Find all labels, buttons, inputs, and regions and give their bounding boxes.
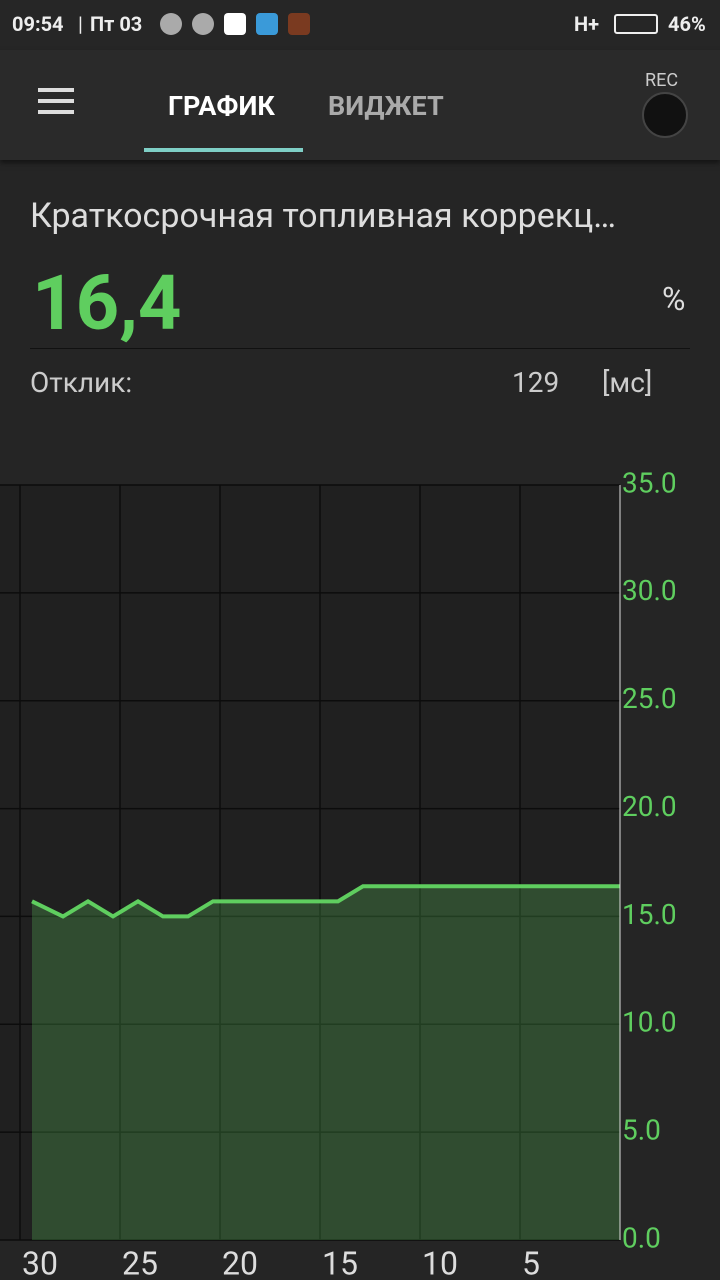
rec-button[interactable] — [642, 92, 688, 138]
y-tick-label: 20.0 — [622, 790, 677, 823]
sensor-unit: % — [662, 280, 686, 318]
y-tick-label: 15.0 — [622, 898, 677, 931]
x-tick-label: 10 — [422, 1244, 458, 1280]
y-tick-label: 25.0 — [622, 682, 677, 715]
response-unit: [мс] — [602, 366, 653, 399]
notif-icon — [288, 13, 310, 35]
network: H+ — [574, 12, 600, 36]
response-value: 129 — [512, 366, 560, 399]
y-tick-label: 30.0 — [622, 574, 677, 607]
y-tick-label: 35.0 — [622, 466, 677, 499]
notif-icon — [160, 13, 182, 35]
battery-icon — [614, 14, 658, 34]
notif-icon — [256, 13, 278, 35]
divider — [30, 348, 690, 349]
plot-background — [0, 485, 620, 1240]
notif-icon — [192, 13, 214, 35]
menu-button[interactable] — [38, 88, 74, 92]
x-tick-label: 15 — [322, 1244, 358, 1280]
x-tick-label: 5 — [522, 1244, 540, 1280]
x-tick-label: 30 — [22, 1244, 58, 1280]
response-label: Отклик: — [30, 366, 133, 399]
tab[interactable]: ГРАФИК — [168, 90, 275, 122]
y-tick-label: 5.0 — [622, 1114, 661, 1147]
sensor-value: 16,4 — [32, 258, 182, 348]
notif-icon — [224, 13, 246, 35]
data-line — [31, 884, 620, 919]
area-fill — [32, 886, 620, 1240]
date: Пт 03 — [90, 12, 143, 36]
x-tick-label: 25 — [122, 1244, 158, 1280]
rec-label: REC — [645, 70, 679, 91]
app-bar: ГРАФИК ВИДЖЕТ REC — [0, 50, 720, 160]
tab[interactable]: ВИДЖЕТ — [328, 90, 444, 122]
separator: | — [78, 12, 83, 36]
y-tick-label: 0.0 — [622, 1221, 661, 1254]
y-tick-label: 10.0 — [622, 1006, 677, 1039]
x-tick-label: 20 — [222, 1244, 258, 1280]
time: 09:54 — [12, 12, 64, 36]
battery: 46% — [668, 12, 706, 36]
tab-indicator — [144, 148, 303, 152]
status-bar: 09:54 | Пт 03 H+ 46% — [0, 0, 720, 50]
sensor-name: Краткосрочная топливная коррекц… — [30, 196, 617, 236]
chart: 0.0 5.0 10.0 15.0 20.0 25.0 30.0 35.0 30 25 20 15 10… — [0, 466, 677, 1280]
